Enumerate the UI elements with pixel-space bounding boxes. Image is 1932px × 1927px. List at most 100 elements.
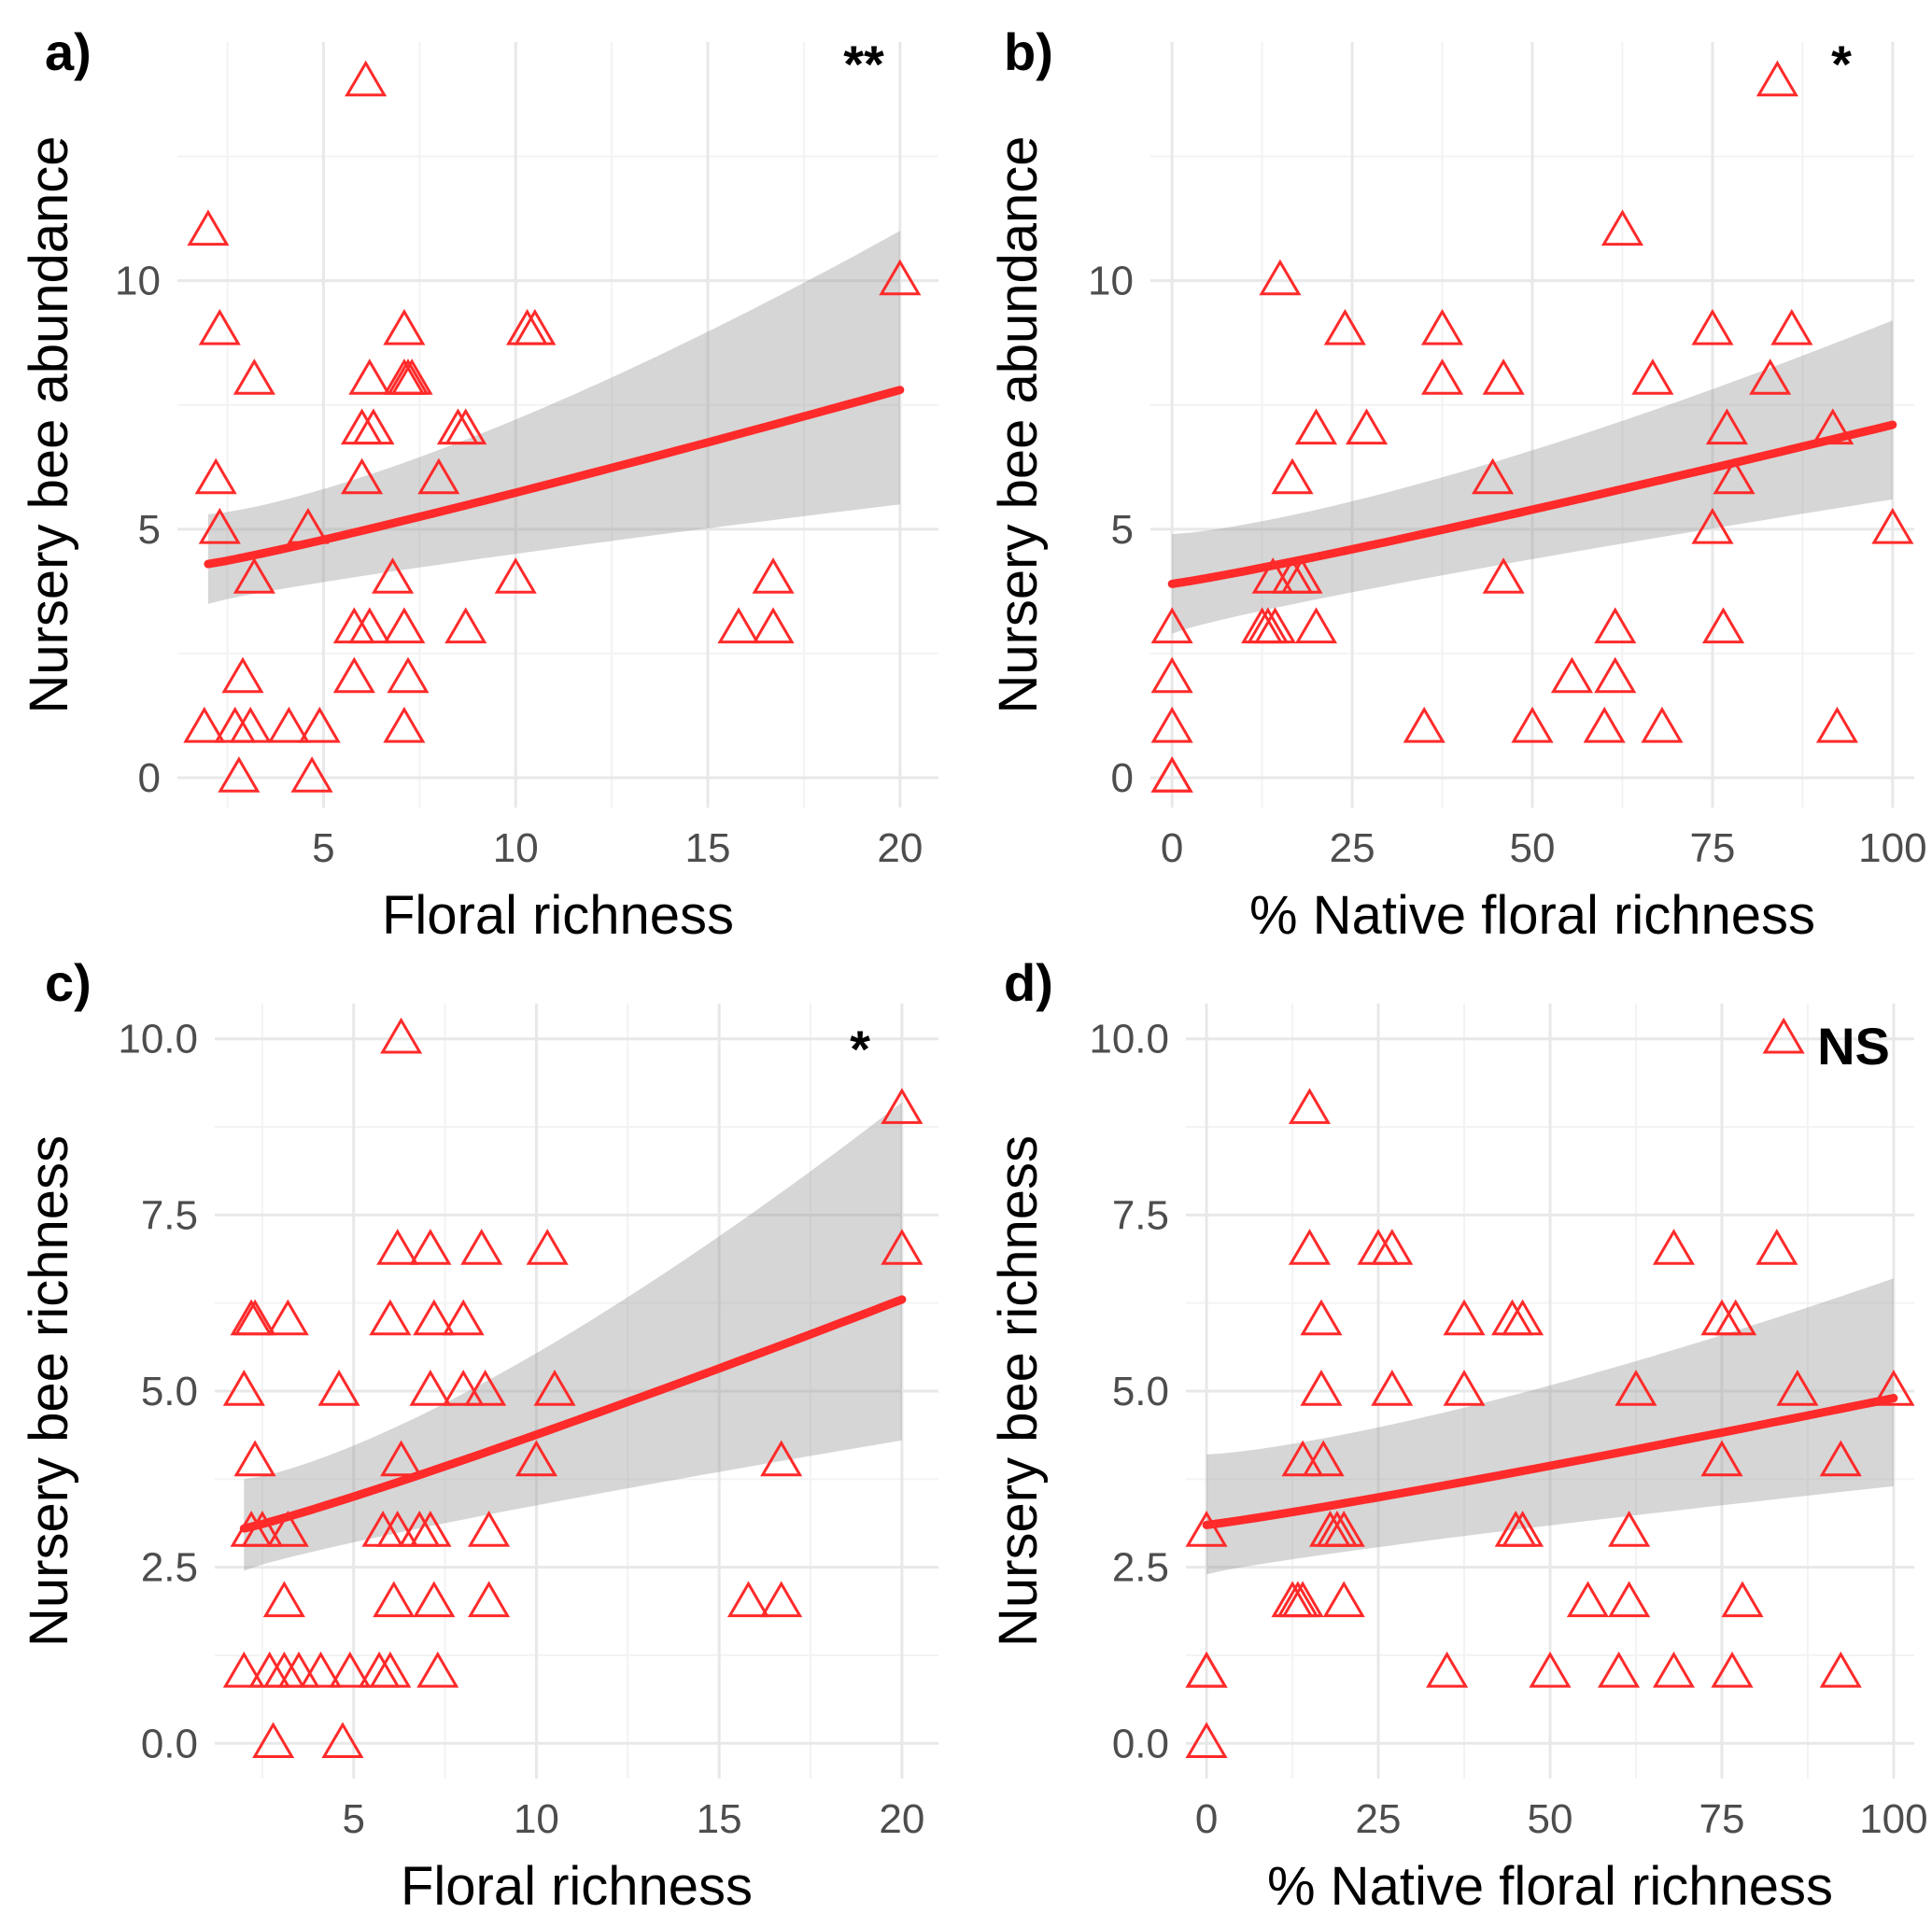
data-point xyxy=(409,1511,452,1547)
data-point xyxy=(1288,1088,1332,1124)
data-point xyxy=(298,706,341,743)
y-tick-label: 10 xyxy=(1088,259,1134,304)
data-point xyxy=(233,1299,276,1336)
significance-label: * xyxy=(1831,35,1852,93)
data-point xyxy=(1641,706,1684,743)
y-axis-title: Nursery bee abundance xyxy=(988,135,1049,713)
panel-label: d) xyxy=(1004,953,1053,1012)
x-tick-label: 10 xyxy=(493,825,539,871)
data-point xyxy=(1150,706,1193,743)
data-point xyxy=(218,756,261,793)
data-point xyxy=(467,1581,511,1618)
data-point xyxy=(464,1370,507,1406)
data-point xyxy=(376,1229,419,1265)
data-point xyxy=(1529,1651,1572,1688)
data-point xyxy=(752,557,795,594)
data-point xyxy=(1691,308,1734,345)
data-point xyxy=(266,1511,309,1547)
data-point xyxy=(1426,1651,1469,1688)
data-point xyxy=(1259,259,1302,296)
data-point xyxy=(321,1722,364,1758)
data-point xyxy=(1482,557,1525,594)
data-point xyxy=(369,1299,412,1336)
y-tick-label: 0.0 xyxy=(141,1721,198,1766)
data-point xyxy=(752,607,795,644)
data-point xyxy=(383,607,426,644)
y-axis-title: Nursery bee richness xyxy=(19,1135,79,1647)
data-point xyxy=(1345,408,1389,445)
x-axis-title: % Native floral richness xyxy=(1249,885,1815,946)
y-tick-label: 10.0 xyxy=(118,1017,198,1062)
data-point xyxy=(1253,607,1297,644)
data-point xyxy=(252,1722,295,1758)
data-point xyxy=(1371,1229,1414,1265)
data-point xyxy=(383,706,426,743)
data-point xyxy=(287,507,330,544)
data-point xyxy=(494,557,537,594)
significance-label: ** xyxy=(843,35,884,93)
data-point xyxy=(1701,607,1745,644)
y-tick-label: 7.5 xyxy=(141,1192,198,1238)
data-point xyxy=(198,507,241,544)
x-axis-title: Floral richness xyxy=(401,1856,753,1917)
data-point xyxy=(760,1581,803,1618)
data-point xyxy=(1294,408,1338,445)
data-point xyxy=(1403,706,1445,743)
data-point xyxy=(1819,1440,1862,1477)
panel-label: b) xyxy=(1004,22,1053,81)
data-point xyxy=(1749,359,1792,395)
data-point xyxy=(1150,607,1193,644)
panel-label: c) xyxy=(45,953,92,1012)
data-point xyxy=(1713,457,1756,495)
x-axis-title: Floral richness xyxy=(382,885,734,946)
x-tick-label: 75 xyxy=(1699,1796,1744,1842)
data-point xyxy=(1594,656,1637,694)
fit-line xyxy=(239,1295,907,1533)
y-tick-label: 5 xyxy=(138,507,161,553)
panel-d: 0 25 50 75 100 0.0 2.5 5.0 7.5 10.0 % Native flora… xyxy=(988,953,1928,1917)
data-point xyxy=(1608,1581,1651,1618)
data-point xyxy=(1302,1440,1345,1477)
data-point xyxy=(1420,359,1464,395)
data-point xyxy=(329,1651,372,1688)
data-point xyxy=(369,1651,412,1688)
data-point xyxy=(413,1581,456,1618)
data-point xyxy=(241,1511,284,1547)
data-point xyxy=(533,1370,576,1406)
data-point xyxy=(1583,706,1626,743)
x-tick-label: 50 xyxy=(1528,1796,1573,1842)
data-point xyxy=(262,1581,305,1618)
x-axis-title: % Native floral richness xyxy=(1267,1856,1833,1917)
data-point xyxy=(526,1229,569,1265)
data-point xyxy=(1288,1229,1332,1265)
x-tick-label: 5 xyxy=(312,825,334,871)
data-point xyxy=(1815,706,1859,743)
data-point xyxy=(1150,756,1193,793)
data-point xyxy=(267,706,310,743)
y-tick-label: 0.0 xyxy=(1112,1721,1169,1766)
data-point xyxy=(221,656,264,694)
data-point xyxy=(879,259,922,296)
data-point xyxy=(460,1229,503,1265)
data-point xyxy=(233,359,275,395)
data-point xyxy=(1597,1651,1641,1688)
data-point xyxy=(881,1088,924,1124)
x-tick-label: 0 xyxy=(1195,1796,1218,1842)
y-tick-label: 2.5 xyxy=(1112,1545,1169,1591)
x-tick-label: 15 xyxy=(697,1796,742,1842)
data-point xyxy=(222,1651,265,1688)
data-point xyxy=(1872,1370,1915,1406)
x-tick-label: 10 xyxy=(514,1796,559,1842)
data-point xyxy=(373,1581,416,1618)
data-point xyxy=(1511,706,1554,743)
data-point xyxy=(760,1440,803,1477)
significance-label: * xyxy=(850,1020,870,1078)
data-point xyxy=(317,1370,360,1406)
y-tick-label: 0 xyxy=(138,755,161,801)
data-point xyxy=(467,1511,511,1547)
data-point xyxy=(1443,1299,1486,1336)
data-point xyxy=(881,1229,924,1265)
data-point xyxy=(183,706,226,743)
data-point xyxy=(380,1017,423,1054)
